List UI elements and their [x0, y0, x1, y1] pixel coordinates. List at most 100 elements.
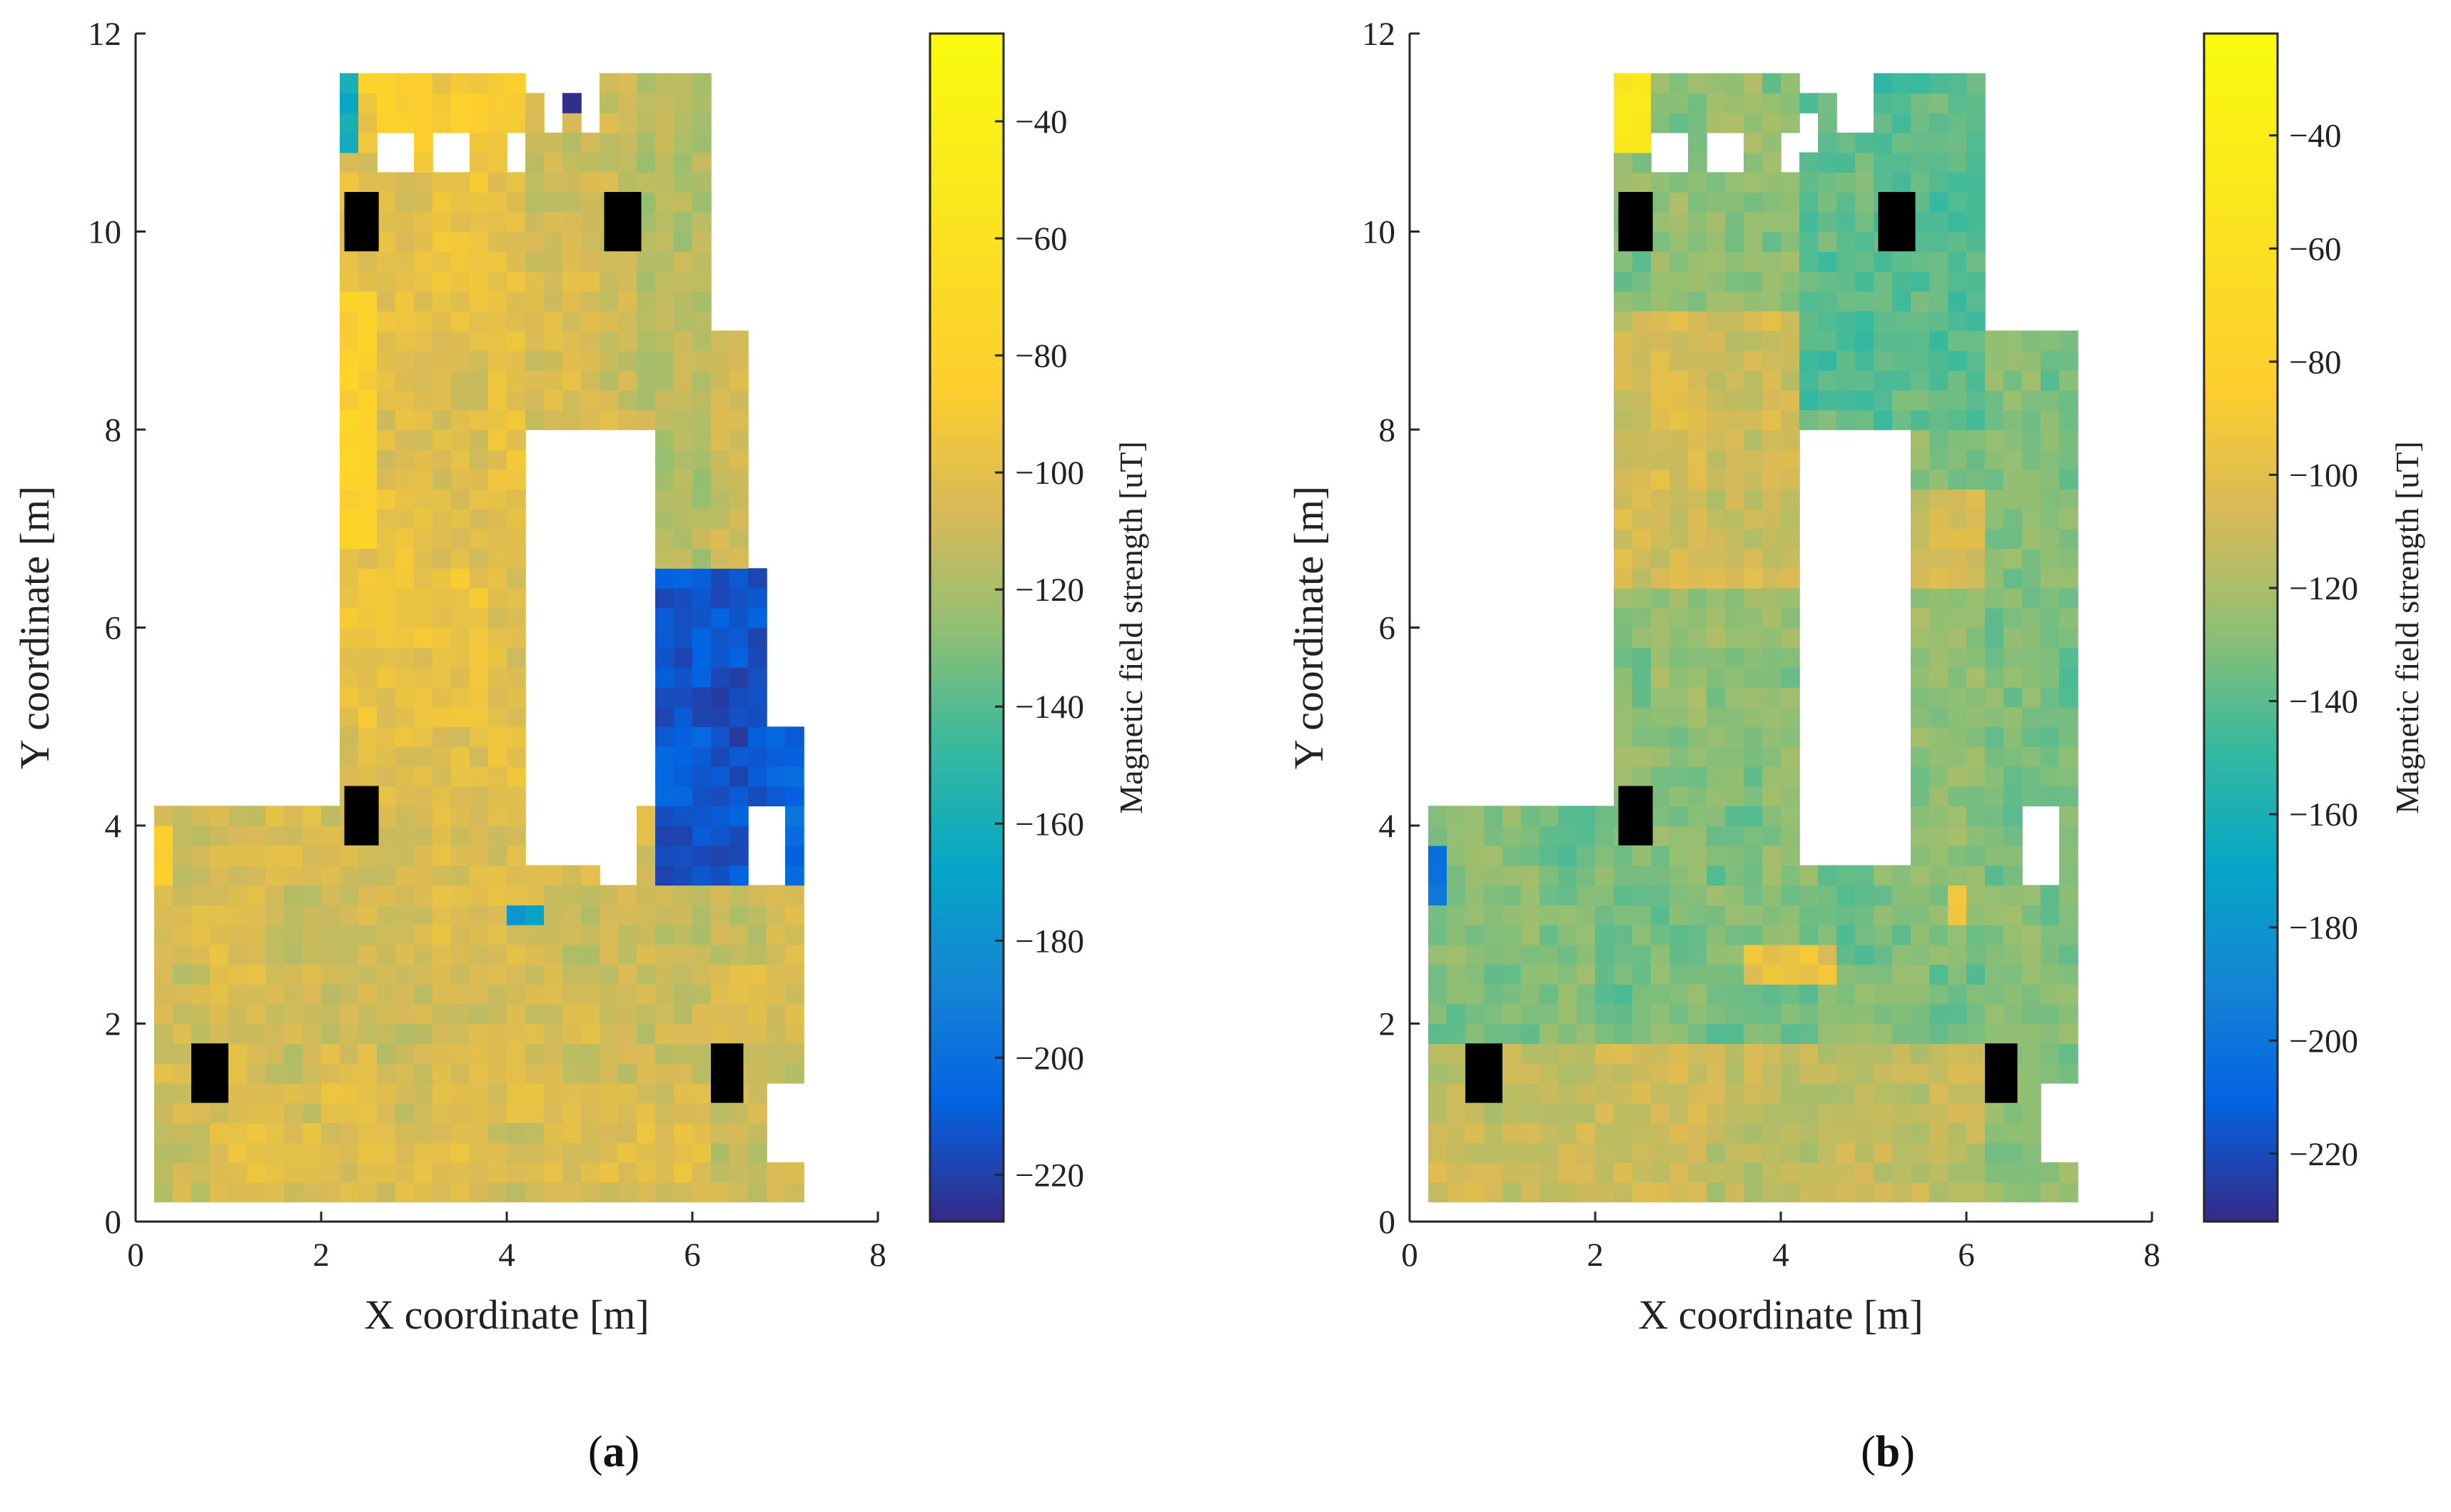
heatmap-cell [451, 667, 470, 688]
heatmap-cell [1966, 1043, 1986, 1064]
heatmap-cell [1781, 964, 1800, 985]
heatmap-cell [507, 806, 526, 826]
heatmap-cell [1799, 944, 1819, 965]
heatmap-cell [1929, 647, 1949, 668]
heatmap-cell [544, 865, 563, 886]
heatmap-cell [655, 806, 674, 826]
heatmap-cell [1484, 905, 1503, 925]
heatmap-cell [581, 1063, 600, 1084]
heatmap-cell [674, 806, 693, 826]
heatmap-cell [562, 410, 582, 430]
heatmap-cell [1781, 1003, 1800, 1025]
heatmap-cell [507, 766, 526, 787]
heatmap-cell [358, 113, 378, 133]
heatmap-cell [1892, 152, 1911, 173]
heatmap-cell [1911, 588, 1930, 609]
heatmap-cell [451, 746, 470, 767]
heatmap-cell [1688, 390, 1707, 410]
heatmap-cell [767, 1043, 786, 1064]
heatmap-cell [228, 1043, 248, 1064]
heatmap-cell [1725, 686, 1744, 708]
heatmap-cell [1614, 1043, 1633, 1064]
heatmap-cell [507, 686, 526, 708]
heatmap-cell [451, 113, 470, 133]
heatmap-cell [1688, 686, 1707, 708]
heatmap-cell [1781, 845, 1800, 866]
heatmap-cell [395, 1142, 415, 1163]
heatmap-cell [1911, 430, 1930, 450]
heatmap-cell [618, 1182, 637, 1203]
heatmap-cell [1465, 1182, 1485, 1203]
heatmap-cell [711, 667, 730, 688]
heatmap-cell [433, 528, 452, 549]
heatmap-cell [488, 1102, 507, 1124]
heatmap-cell [395, 449, 415, 470]
heatmap-cell [266, 964, 285, 985]
heatmap-cell [1892, 113, 1911, 133]
heatmap-cell [1725, 172, 1744, 193]
heatmap-cell [692, 469, 712, 490]
heatmap-cell [1614, 1142, 1633, 1163]
heatmap-cell [358, 984, 378, 1005]
heatmap-cell [1595, 826, 1614, 846]
heatmap-cell [1966, 806, 1986, 826]
heatmap-cell [395, 786, 415, 807]
heatmap-cell [210, 806, 229, 826]
heatmap-cell [507, 786, 526, 807]
heatmap-cell [1874, 290, 1893, 312]
heatmap-cell [729, 826, 749, 846]
heatmap-cell [2041, 330, 2060, 351]
heatmap-cell [711, 410, 730, 430]
heatmap-cell [2059, 1182, 2078, 1203]
heatmap-cell [228, 885, 248, 905]
heatmap-cell [1707, 667, 1726, 688]
heatmap-cell [1781, 370, 1800, 391]
heatmap-cell [692, 390, 712, 410]
heatmap-cell [1781, 588, 1800, 609]
heatmap-cell [395, 271, 415, 292]
heatmap-cell [544, 984, 563, 1005]
heatmap-cell [1818, 132, 1837, 153]
heatmap-cell [637, 1023, 656, 1045]
heatmap-cell [414, 132, 433, 153]
heatmap-cell [1669, 686, 1689, 708]
heatmap-cell [340, 152, 359, 173]
heatmap-cell [507, 1122, 526, 1143]
heatmap-cell [414, 1043, 433, 1064]
heatmap-cell [1707, 806, 1726, 826]
heatmap-cell [1744, 251, 1763, 272]
heatmap-cell [600, 113, 619, 133]
heatmap-cell [1966, 152, 1986, 173]
heatmap-cell [1521, 1082, 1540, 1104]
heatmap-cell [1465, 865, 1485, 886]
heatmap-cell [2059, 430, 2078, 450]
heatmap-cell [1929, 885, 1949, 905]
heatmap-cell [377, 984, 396, 1005]
heatmap-cell [1874, 905, 1893, 925]
heatmap-cell [525, 132, 545, 153]
heatmap-cell [377, 548, 396, 569]
heatmap-cell [340, 984, 359, 1005]
heatmap-cell [1799, 1162, 1819, 1183]
heatmap-cell [2022, 1182, 2041, 1203]
heatmap-cell [692, 984, 712, 1005]
heatmap-cell [562, 1043, 582, 1064]
heatmap-cell [228, 1023, 248, 1045]
heatmap-cell [674, 350, 693, 371]
heatmap-cell [395, 568, 415, 589]
heatmap-cell [1558, 964, 1577, 985]
heatmap-cell [377, 905, 396, 925]
heatmap-cell [2059, 469, 2078, 490]
heatmap-cell [1836, 251, 1856, 272]
heatmap-cell [488, 1162, 507, 1183]
heatmap-cell [1985, 410, 2004, 430]
heatmap-cell [1874, 251, 1893, 272]
heatmap-cell [470, 489, 489, 509]
heatmap-cell [1836, 172, 1856, 193]
heatmap-cell [488, 152, 507, 173]
heatmap-cell [1744, 865, 1763, 886]
heatmap-cell [1744, 885, 1763, 905]
heatmap-cell [711, 528, 730, 549]
heatmap-cell [1725, 806, 1744, 826]
heatmap-cell [433, 944, 452, 965]
